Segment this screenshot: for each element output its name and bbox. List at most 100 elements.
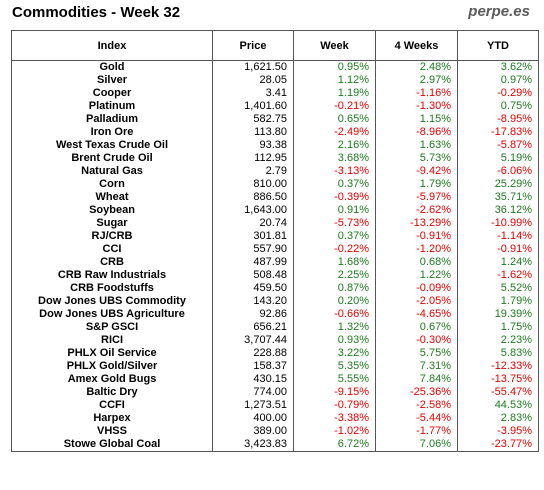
table-row: Sugar 20.74 -5.73% -13.29% -10.99% bbox=[11, 217, 539, 230]
week-change-cell: 0.91% bbox=[293, 204, 376, 217]
price-cell: 92.86 bbox=[212, 308, 294, 321]
four-weeks-change-cell: -13.29% bbox=[375, 217, 458, 230]
ytd-change-cell: 2.23% bbox=[457, 334, 539, 347]
ytd-change-cell: -17.83% bbox=[457, 126, 539, 139]
ytd-change-cell: 2.83% bbox=[457, 412, 539, 425]
price-cell: 582.75 bbox=[212, 113, 294, 126]
index-name-cell: CRB Raw Industrials bbox=[11, 269, 213, 282]
four-weeks-change-cell: 7.31% bbox=[375, 360, 458, 373]
index-name-cell: West Texas Crude Oil bbox=[11, 139, 213, 152]
table-row: West Texas Crude Oil 93.38 2.16% 1.63% -5.87… bbox=[11, 139, 539, 152]
week-change-cell: 0.95% bbox=[293, 60, 376, 74]
index-name-cell: Sugar bbox=[11, 217, 213, 230]
ytd-change-cell: 36.12% bbox=[457, 204, 539, 217]
column-header-4-weeks: 4 Weeks bbox=[375, 30, 458, 61]
index-name-cell: CRB bbox=[11, 256, 213, 269]
table-row: CRB Foodstuffs 459.50 0.87% -0.09% 5.52% bbox=[11, 282, 539, 295]
table-row: RICI 3,707.44 0.93% -0.30% 2.23% bbox=[11, 334, 539, 347]
price-cell: 508.48 bbox=[212, 269, 294, 282]
four-weeks-change-cell: 2.48% bbox=[375, 60, 458, 74]
week-change-cell: 1.68% bbox=[293, 256, 376, 269]
table-row: Soybean 1,643.00 0.91% -2.62% 36.12% bbox=[11, 204, 539, 217]
table-body: Gold 1,621.50 0.95% 2.48% 3.62% Silver 28.05 1.… bbox=[11, 60, 539, 452]
week-change-cell: -0.79% bbox=[293, 399, 376, 412]
four-weeks-change-cell: -0.09% bbox=[375, 282, 458, 295]
four-weeks-change-cell: 0.67% bbox=[375, 321, 458, 334]
table-row: Stowe Global Coal 3,423.83 6.72% 7.06% -23.7… bbox=[11, 438, 539, 452]
price-cell: 20.74 bbox=[212, 217, 294, 230]
week-change-cell: -3.38% bbox=[293, 412, 376, 425]
week-change-cell: -3.13% bbox=[293, 165, 376, 178]
ytd-change-cell: 19.39% bbox=[457, 308, 539, 321]
index-name-cell: Platinum bbox=[11, 100, 213, 113]
price-cell: 3.41 bbox=[212, 87, 294, 100]
ytd-change-cell: 0.97% bbox=[457, 74, 539, 87]
column-header-ytd: YTD bbox=[457, 30, 539, 61]
ytd-change-cell: 44.53% bbox=[457, 399, 539, 412]
week-change-cell: 0.37% bbox=[293, 230, 376, 243]
ytd-change-cell: -6.06% bbox=[457, 165, 539, 178]
table-row: VHSS 389.00 -1.02% -1.77% -3.95% bbox=[11, 425, 539, 438]
week-change-cell: 2.16% bbox=[293, 139, 376, 152]
ytd-change-cell: -55.47% bbox=[457, 386, 539, 399]
brand-logo: perpe.es bbox=[468, 3, 530, 20]
week-change-cell: 1.19% bbox=[293, 87, 376, 100]
ytd-change-cell: -10.99% bbox=[457, 217, 539, 230]
ytd-change-cell: -12.33% bbox=[457, 360, 539, 373]
four-weeks-change-cell: 0.68% bbox=[375, 256, 458, 269]
table-row: Platinum 1,401.60 -0.21% -1.30% 0.75% bbox=[11, 100, 539, 113]
week-change-cell: -2.49% bbox=[293, 126, 376, 139]
index-name-cell: Stowe Global Coal bbox=[11, 438, 213, 452]
index-name-cell: Dow Jones UBS Agriculture bbox=[11, 308, 213, 321]
price-cell: 28.05 bbox=[212, 74, 294, 87]
week-change-cell: 0.20% bbox=[293, 295, 376, 308]
week-change-cell: 3.68% bbox=[293, 152, 376, 165]
four-weeks-change-cell: -4.65% bbox=[375, 308, 458, 321]
price-cell: 1,621.50 bbox=[212, 60, 294, 74]
table-row: CCI 557.90 -0.22% -1.20% -0.91% bbox=[11, 243, 539, 256]
table-row: Brent Crude Oil 112.95 3.68% 5.73% 5.19% bbox=[11, 152, 539, 165]
table-row: Amex Gold Bugs 430.15 5.55% 7.84% -13.75% bbox=[11, 373, 539, 386]
four-weeks-change-cell: -2.62% bbox=[375, 204, 458, 217]
index-name-cell: Dow Jones UBS Commodity bbox=[11, 295, 213, 308]
four-weeks-change-cell: 7.06% bbox=[375, 438, 458, 452]
table-row: Corn 810.00 0.37% 1.79% 25.29% bbox=[11, 178, 539, 191]
index-name-cell: PHLX Gold/Silver bbox=[11, 360, 213, 373]
four-weeks-change-cell: 1.22% bbox=[375, 269, 458, 282]
price-cell: 459.50 bbox=[212, 282, 294, 295]
four-weeks-change-cell: 1.63% bbox=[375, 139, 458, 152]
price-cell: 112.95 bbox=[212, 152, 294, 165]
index-name-cell: Brent Crude Oil bbox=[11, 152, 213, 165]
table-row: Baltic Dry 774.00 -9.15% -25.36% -55.47% bbox=[11, 386, 539, 399]
week-change-cell: 0.87% bbox=[293, 282, 376, 295]
week-change-cell: 6.72% bbox=[293, 438, 376, 452]
column-header-price: Price bbox=[212, 30, 294, 61]
table-row: S&P GSCI 656.21 1.32% 0.67% 1.75% bbox=[11, 321, 539, 334]
week-change-cell: -0.66% bbox=[293, 308, 376, 321]
table-row: PHLX Oil Service 228.88 3.22% 5.75% 5.83% bbox=[11, 347, 539, 360]
ytd-change-cell: 0.75% bbox=[457, 100, 539, 113]
price-cell: 810.00 bbox=[212, 178, 294, 191]
ytd-change-cell: -1.62% bbox=[457, 269, 539, 282]
ytd-change-cell: 5.52% bbox=[457, 282, 539, 295]
week-change-cell: 5.35% bbox=[293, 360, 376, 373]
index-name-cell: Corn bbox=[11, 178, 213, 191]
ytd-change-cell: 1.79% bbox=[457, 295, 539, 308]
week-change-cell: -9.15% bbox=[293, 386, 376, 399]
index-name-cell: RICI bbox=[11, 334, 213, 347]
table-row: Gold 1,621.50 0.95% 2.48% 3.62% bbox=[11, 60, 539, 74]
week-change-cell: -0.22% bbox=[293, 243, 376, 256]
price-cell: 1,273.51 bbox=[212, 399, 294, 412]
four-weeks-change-cell: -1.20% bbox=[375, 243, 458, 256]
table-row: Dow Jones UBS Commodity 143.20 0.20% -2.05%… bbox=[11, 295, 539, 308]
index-name-cell: PHLX Oil Service bbox=[11, 347, 213, 360]
week-change-cell: 0.37% bbox=[293, 178, 376, 191]
ytd-change-cell: 35.71% bbox=[457, 191, 539, 204]
column-header-index: Index bbox=[11, 30, 213, 61]
ytd-change-cell: -5.87% bbox=[457, 139, 539, 152]
index-name-cell: Cooper bbox=[11, 87, 213, 100]
table-row: Wheat 886.50 -0.39% -5.97% 35.71% bbox=[11, 191, 539, 204]
four-weeks-change-cell: -5.44% bbox=[375, 412, 458, 425]
four-weeks-change-cell: 2.97% bbox=[375, 74, 458, 87]
week-change-cell: -5.73% bbox=[293, 217, 376, 230]
